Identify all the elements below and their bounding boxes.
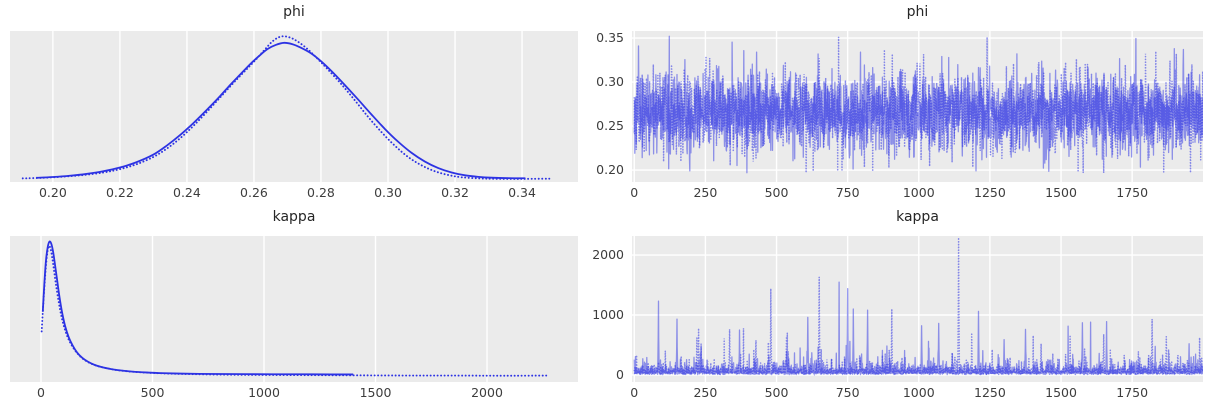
x-tick-label: 0.34	[508, 185, 536, 200]
chart-title: kappa	[896, 209, 939, 225]
plot-canvas	[21, 31, 553, 182]
x-tick-label: 1250	[974, 385, 1006, 400]
x-tick-label: 0.28	[307, 185, 335, 200]
chain-0-line	[36, 41, 526, 180]
y-tick-label: 0.25	[596, 117, 624, 133]
plot-canvas	[632, 31, 1203, 182]
x-tick-label: 1500	[1045, 385, 1077, 400]
x-tick-label: 750	[835, 185, 860, 200]
x-tick-label: 1750	[1116, 385, 1149, 400]
x-tick-label: 250	[693, 385, 718, 400]
x-tick-label: 0	[37, 385, 45, 400]
chart-title: phi	[906, 4, 929, 20]
x-tick-label: 2000	[471, 385, 503, 400]
x-tick-label: 1500	[1045, 185, 1077, 200]
x-tick-label: 500	[764, 185, 789, 200]
chain-0-line	[41, 240, 354, 376]
x-tick-label: 0.32	[441, 185, 469, 200]
x-tick-label: 500	[764, 385, 789, 400]
plot-canvas	[632, 236, 1203, 382]
chain-1-line	[40, 244, 548, 377]
x-tick-label: 250	[693, 185, 718, 200]
y-tick-label: 2000	[592, 246, 624, 262]
chart-title: kappa	[272, 209, 316, 225]
x-tick-label: 750	[835, 385, 860, 400]
x-tick-label: 1000	[248, 385, 280, 400]
y-tick-label: 0.30	[596, 73, 624, 89]
x-tick-label: 0	[630, 385, 639, 400]
y-tick-label: 0	[616, 366, 624, 382]
chain-1-line	[633, 37, 1203, 173]
x-tick-label: 1000	[902, 185, 935, 200]
plot-canvas	[40, 236, 548, 382]
x-tick-label: 0.26	[240, 185, 268, 200]
x-tick-label: 0.30	[374, 185, 402, 200]
plot-area-background	[632, 236, 1203, 382]
chart-title: phi	[283, 4, 305, 20]
x-tick-label: 1500	[359, 385, 392, 400]
y-tick-label: 0.35	[596, 29, 624, 45]
x-tick-label: 500	[140, 385, 165, 400]
plot-area-background	[10, 31, 578, 182]
chain-1-line	[633, 237, 1203, 378]
x-tick-label: 0	[630, 185, 639, 200]
y-tick-label: 1000	[592, 306, 624, 322]
x-tick-label: 0.22	[105, 185, 134, 200]
x-tick-label: 1250	[974, 185, 1006, 200]
plot-area-background	[10, 236, 578, 382]
x-tick-label: 1000	[902, 385, 935, 400]
x-tick-label: 1750	[1116, 185, 1149, 200]
x-tick-label: 0.24	[173, 185, 201, 200]
chain-1-line	[21, 35, 553, 180]
x-tick-label: 0.20	[38, 185, 67, 200]
y-tick-label: 0.20	[596, 161, 624, 177]
